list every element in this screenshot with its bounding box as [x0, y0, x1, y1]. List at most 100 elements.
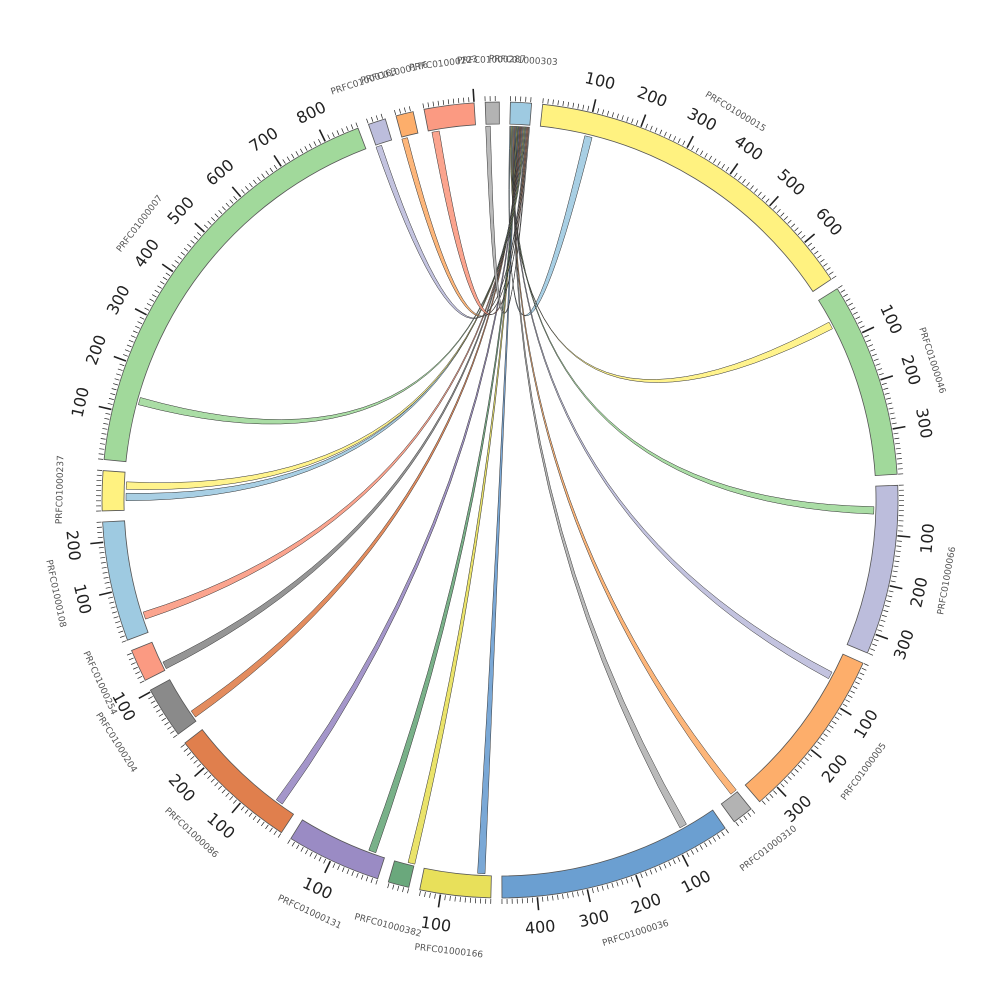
minor-tick [708, 155, 713, 161]
segment-prfc01000204 [149, 679, 197, 735]
minor-tick [873, 638, 879, 642]
minor-tick [654, 867, 658, 873]
minor-tick [887, 595, 893, 598]
minor-tick [894, 442, 901, 445]
minor-tick [109, 601, 115, 604]
minor-tick [606, 884, 609, 890]
minor-tick [356, 872, 359, 878]
minor-tick [244, 809, 249, 814]
minor-tick [190, 756, 195, 760]
minor-tick [318, 138, 321, 144]
minor-tick [128, 657, 134, 661]
major-tick [231, 802, 242, 814]
minor-tick [602, 109, 605, 115]
minor-tick [853, 311, 858, 315]
minor-tick [751, 809, 756, 814]
minor-tick [101, 433, 107, 435]
minor-tick [375, 879, 378, 885]
segment-name-prfc01000166: PRFC01000166 [414, 943, 484, 961]
minor-tick [193, 236, 198, 240]
minor-tick [265, 170, 269, 176]
minor-tick [158, 713, 164, 717]
major-tick [586, 889, 591, 903]
minor-tick [783, 216, 788, 221]
minor-tick [572, 892, 574, 898]
minor-tick [896, 453, 902, 455]
minor-tick [150, 700, 156, 704]
minor-tick [121, 640, 127, 643]
minor-tick [105, 412, 111, 415]
minor-tick [108, 596, 114, 599]
minor-tick [366, 118, 369, 124]
minor-tick [552, 895, 554, 901]
minor-tick [547, 896, 549, 902]
minor-tick [277, 833, 282, 838]
minor-tick [370, 877, 373, 883]
tick-label: 600 [812, 204, 846, 240]
minor-tick [392, 884, 395, 890]
major-tick [640, 114, 647, 128]
segment-name-prfc01000382: PRFC01000382 [353, 912, 422, 939]
minor-tick [165, 272, 171, 277]
link-ribbon-prfc01000108 [142, 126, 523, 620]
minor-tick [587, 105, 590, 111]
minor-tick [664, 131, 667, 137]
minor-tick [100, 556, 106, 559]
minor-tick [663, 863, 667, 869]
minor-tick [712, 837, 717, 842]
link-ribbon-prfc01000223 [431, 126, 529, 316]
link-ribbon-prfc01000005 [512, 125, 833, 680]
segment-name-prfc01000108: PRFC01000108 [43, 559, 67, 629]
minor-tick [850, 307, 856, 311]
minor-tick [894, 437, 900, 440]
segment-prfc01000046 [818, 288, 898, 477]
minor-tick [823, 733, 828, 737]
minor-tick [186, 752, 192, 756]
minor-tick [248, 812, 253, 817]
minor-tick [877, 368, 883, 371]
minor-tick [380, 113, 383, 119]
minor-tick [452, 98, 455, 104]
minor-tick [577, 891, 579, 897]
tick-label: 700 [246, 123, 282, 156]
minor-tick [631, 118, 634, 124]
minor-tick [845, 298, 851, 302]
minor-tick [717, 834, 721, 840]
link-ribbon-prfc01000237 [125, 126, 524, 501]
link-ribbon-prfc01000310 [512, 125, 737, 795]
segment-name-prfc01000036: PRFC01000036 [601, 919, 670, 949]
minor-tick [173, 734, 178, 738]
minor-tick [896, 545, 902, 547]
minor-tick [826, 267, 831, 271]
minor-tick [738, 175, 742, 181]
minor-tick [99, 443, 105, 445]
minor-tick [154, 289, 160, 294]
minor-tick [437, 100, 440, 106]
minor-tick [713, 158, 717, 164]
minor-tick [804, 757, 809, 762]
minor-tick [780, 783, 785, 788]
segment-prfc01000223 [423, 102, 476, 132]
major-tick [161, 263, 174, 273]
minor-tick [273, 164, 278, 170]
tick-label: 200 [82, 332, 110, 367]
major-tick [324, 860, 332, 874]
minor-tick [295, 151, 299, 156]
minor-tick [635, 120, 639, 126]
minor-tick [754, 188, 758, 193]
minor-tick [895, 550, 901, 552]
minor-tick [111, 388, 117, 391]
minor-tick [403, 107, 406, 113]
minor-tick [801, 761, 806, 765]
major-tick [892, 425, 906, 430]
minor-tick [139, 316, 145, 320]
tick-label: 800 [293, 97, 329, 127]
minor-tick [859, 325, 865, 329]
minor-tick [773, 790, 778, 795]
minor-tick [170, 730, 175, 734]
minor-tick [557, 100, 559, 106]
tick-label: 500 [163, 193, 198, 228]
minor-tick [102, 571, 108, 574]
major-tick [273, 155, 282, 167]
minor-tick [291, 841, 295, 847]
